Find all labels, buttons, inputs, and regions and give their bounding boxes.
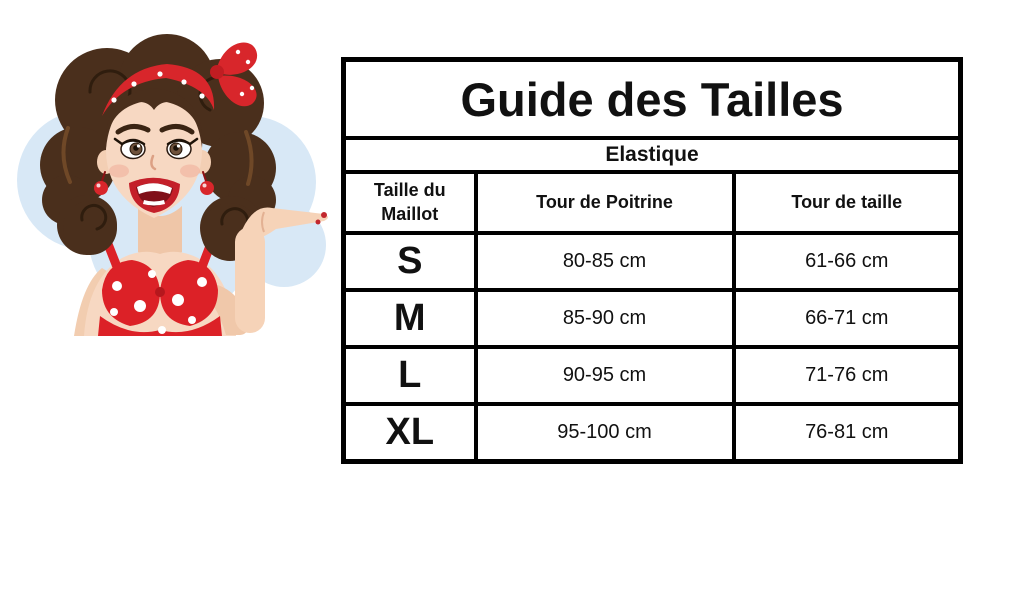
table-row-l: L 90-95 cm 71-76 cm [341,345,963,406]
header-row: Taille du Maillot Tour de Poitrine Tour … [341,170,963,235]
eyes [113,137,199,160]
column-header-size: Taille du Maillot [341,170,478,235]
bust-value: 90-95 cm [473,345,736,406]
bust-value: 80-85 cm [473,231,736,292]
fabric-type-label: Elastique [341,136,963,174]
table-row-s: S 80-85 cm 61-66 cm [341,231,963,292]
mouth [129,177,180,213]
table-row-m: M 85-90 cm 66-71 cm [341,288,963,349]
pointing-hand [235,207,328,333]
size-guide-title: Guide des Tailles [341,57,963,140]
hair-highlights [61,126,254,186]
waist-value: 71-76 cm [731,345,963,406]
eyebrows [115,124,195,135]
size-guide: Guide des Tailles Elastique Taille du Ma… [341,57,964,464]
cheek-right [180,164,200,178]
size-label: S [341,231,478,292]
bust-value: 95-100 cm [473,402,736,463]
nose [150,154,157,171]
bandana [102,42,258,116]
size-label: L [341,345,478,406]
waist-value: 66-71 cm [731,288,963,349]
hair-front-curls [63,201,259,261]
size-label: M [341,288,478,349]
column-header-waist: Tour de taille [731,170,963,235]
size-label: XL [341,402,478,463]
size-guide-table: Guide des Tailles Elastique Taille du Ma… [341,57,964,464]
bust-value: 85-90 cm [473,288,736,349]
cheek-left [109,164,129,178]
bikini-top [98,239,222,336]
column-header-bust: Tour de Poitrine [473,170,736,235]
waist-value: 61-66 cm [731,231,963,292]
table-row-xl: XL 95-100 cm 76-81 cm [341,402,963,463]
earrings [94,171,214,195]
waist-value: 76-81 cm [731,402,963,463]
pinup-girl-illustration [17,34,328,336]
neck [138,206,182,259]
hair-front [105,88,203,148]
